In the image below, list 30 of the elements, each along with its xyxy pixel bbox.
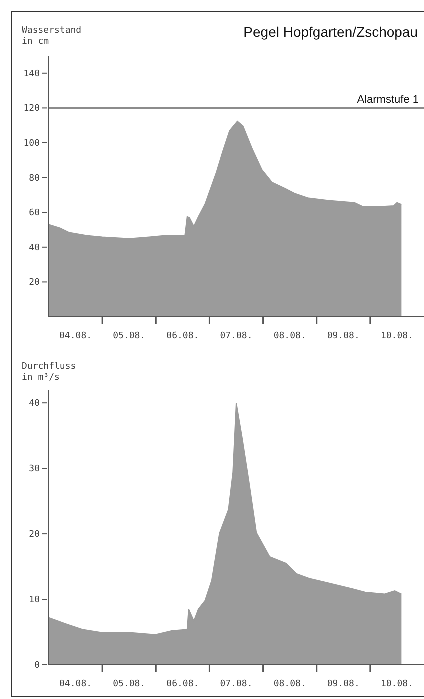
y-tick-label: 40 <box>29 399 40 410</box>
x-tick-label: 05.08. <box>113 679 146 690</box>
y-tick-label: 0 <box>34 661 40 671</box>
y-axis-title: Wasserstand in cm <box>22 26 82 48</box>
x-tick-label: 04.08. <box>60 331 92 342</box>
x-tick-label: 06.08. <box>166 679 200 690</box>
x-tick-label: 07.08. <box>220 679 253 690</box>
x-tick-label: 04.08. <box>60 679 92 690</box>
x-tick-label: 10.08. <box>380 331 414 342</box>
x-tick-label: 10.08. <box>380 679 414 690</box>
y-tick-label: 100 <box>24 139 40 149</box>
ref-line-label: Alarmstufe 1 <box>357 94 419 106</box>
y-tick-label: 10 <box>29 596 40 606</box>
y-tick-label: 40 <box>29 243 40 254</box>
y-axis-title: Durchfluss in m³/s <box>22 362 76 384</box>
x-tick-label: 06.08. <box>166 331 200 342</box>
x-tick-label: 08.08. <box>274 331 306 342</box>
y-tick-label: 80 <box>29 174 40 184</box>
chart-title: Pegel Hopfgarten/Zschopau <box>244 24 418 40</box>
y-tick-label: 120 <box>24 104 40 114</box>
y-tick-label: 20 <box>29 530 40 540</box>
y-tick-label: 60 <box>29 208 40 219</box>
x-tick-label: 05.08. <box>113 331 146 342</box>
y-tick-label: 140 <box>24 69 40 80</box>
y-tick-label: 30 <box>29 464 40 475</box>
y-tick-label: 20 <box>29 278 40 288</box>
x-tick-label: 08.08. <box>274 679 306 690</box>
x-tick-label: 07.08. <box>220 331 253 342</box>
x-tick-label: 09.08. <box>327 331 360 342</box>
x-tick-label: 09.08. <box>327 679 360 690</box>
